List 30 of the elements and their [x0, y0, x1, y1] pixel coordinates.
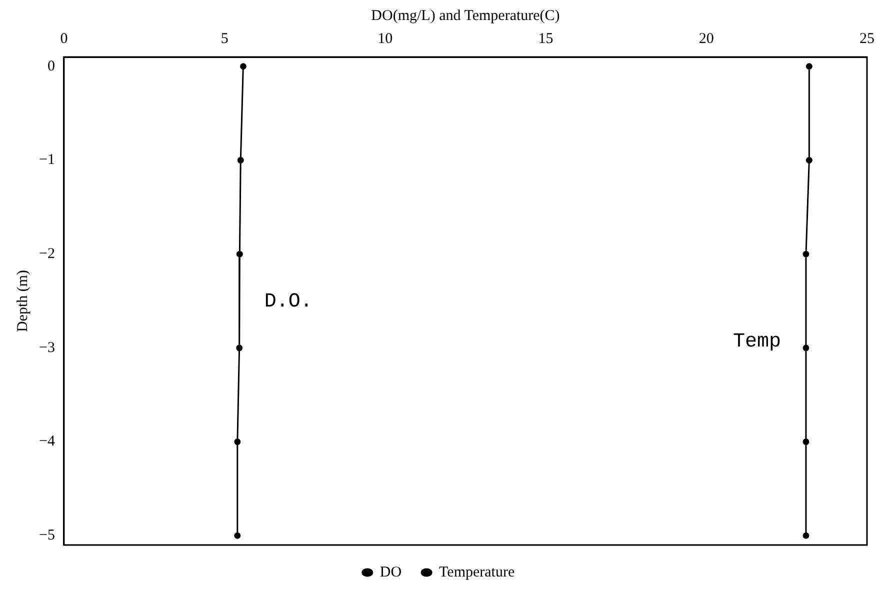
point — [234, 438, 241, 446]
point — [802, 250, 810, 258]
point — [802, 344, 810, 352]
point — [236, 250, 243, 258]
y-tick-label: −4 — [38, 434, 56, 450]
x-tick-label: 25 — [860, 30, 874, 47]
legend-label: DO — [380, 564, 402, 580]
x-tick-label: 15 — [538, 30, 554, 47]
point — [237, 156, 244, 164]
x-axis-title: DO(mg/L) and Temperature(C) — [371, 8, 560, 24]
y-tick-label: −5 — [38, 528, 55, 544]
annotation: Temp — [732, 330, 781, 354]
x-tick-label: 0 — [60, 30, 68, 47]
y-tick-label: −1 — [38, 152, 55, 168]
point — [802, 532, 810, 539]
point — [802, 438, 810, 446]
y-tick-label: −3 — [38, 340, 55, 356]
point — [806, 156, 812, 164]
legend-label: Temperature — [439, 564, 515, 580]
annotation: D.O. — [264, 290, 312, 314]
x-tick-label: 20 — [698, 30, 714, 47]
point — [806, 63, 812, 70]
point — [234, 532, 241, 539]
point — [240, 63, 246, 70]
y-tick-label: −2 — [38, 246, 55, 262]
y-axis-title: Depth (m) — [14, 270, 31, 332]
point — [236, 344, 243, 352]
y-tick-label: 0 — [47, 58, 55, 74]
x-tick-label: 5 — [220, 30, 228, 47]
x-tick-label: 10 — [378, 30, 393, 47]
